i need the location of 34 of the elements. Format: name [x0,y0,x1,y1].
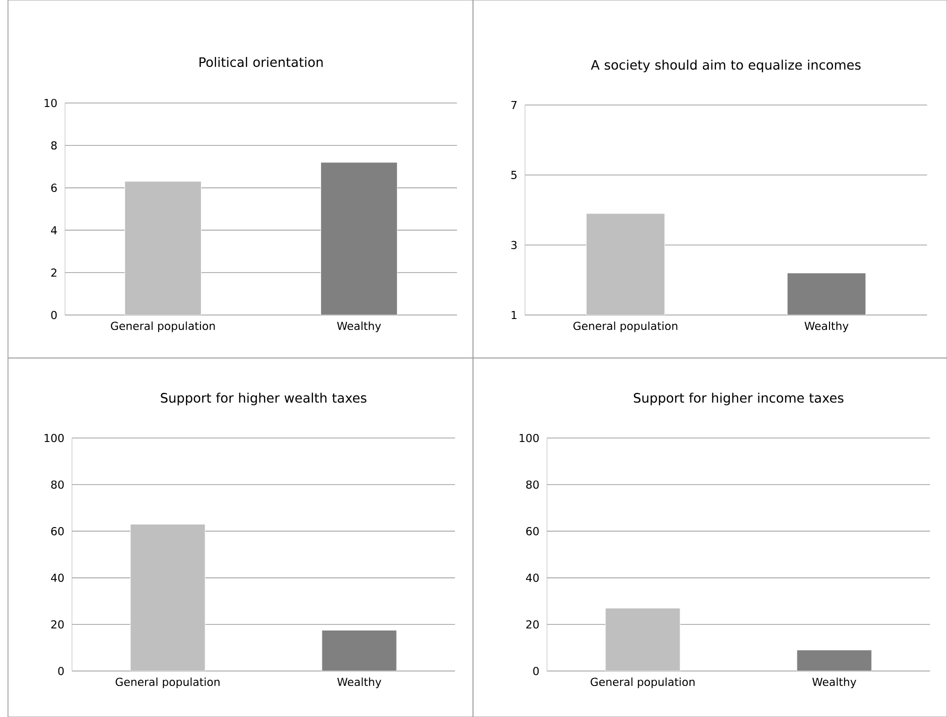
y-tick-label: 40 [526,574,539,582]
x-tick-label: Wealthy [804,322,848,332]
chart-title: Support for higher income taxes [634,392,844,406]
y-tick-label: 7 [511,100,517,110]
y-tick-label: 100 [44,434,64,442]
y-tick-label: 60 [526,527,539,536]
y-tick-label: 2 [51,268,56,277]
y-tick-label: 1 [512,310,516,320]
chart-title: Political orientation [200,56,323,68]
y-tick-label: 10 [44,98,57,108]
chart-title: Support for higher wealth taxes [160,392,366,406]
y-tick-label: 60 [51,527,64,536]
x-tick-label: Wealthy [337,322,381,332]
x-tick-label: General population [590,678,695,688]
chart-title: A society should aim to equalize incomes [590,60,861,72]
x-tick-label: Wealthy [812,678,856,688]
y-tick-label: 0 [58,666,64,676]
y-tick-label: 80 [51,480,64,489]
y-tick-label: 3 [511,240,517,250]
y-tick-label: 8 [51,141,57,150]
y-tick-label: 80 [526,480,539,489]
y-tick-label: 100 [520,434,539,442]
y-tick-label: 4 [51,226,57,234]
x-tick-label: General population [116,678,220,688]
y-tick-label: 0 [533,666,539,676]
x-tick-label: General population [110,322,215,332]
x-tick-label: Wealthy [337,678,382,688]
y-tick-label: 0 [51,310,57,320]
y-tick-label: 20 [51,620,64,629]
y-tick-label: 40 [51,574,64,582]
y-tick-label: 6 [51,184,57,192]
x-tick-label: General population [573,322,678,332]
y-tick-label: 20 [526,620,539,629]
y-tick-label: 5 [511,170,517,180]
